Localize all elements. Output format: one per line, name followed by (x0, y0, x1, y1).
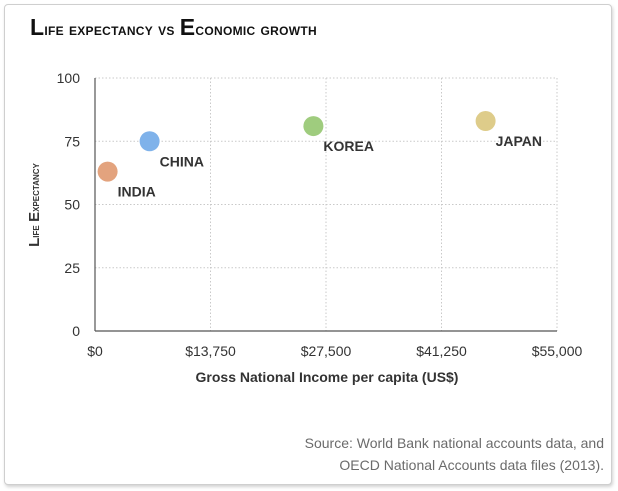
chart-title: Life expectancy vs Economic growth (30, 14, 317, 41)
y-axis-label-part: ife (28, 222, 42, 238)
title-part: L (30, 14, 45, 40)
y-axis-label-part: xpectancy (28, 162, 42, 211)
x-tick-label: $55,000 (532, 343, 583, 359)
x-tick-label: $13,750 (185, 343, 236, 359)
data-point-korea (303, 116, 324, 137)
axes (94, 78, 557, 332)
source-line: Source: World Bank national accounts dat… (304, 435, 604, 451)
y-tick-label: 100 (57, 70, 81, 86)
y-tick-label: 0 (72, 323, 80, 339)
x-tick-label: $0 (87, 343, 103, 359)
x-tick-label: $27,500 (301, 343, 352, 359)
x-axis-label: Gross National Income per capita (US$) (196, 369, 459, 385)
x-tick-label: $41,250 (416, 343, 467, 359)
title-part: ife expectancy vs (44, 20, 180, 39)
data-points (97, 111, 496, 182)
y-tick-label: 50 (64, 197, 80, 213)
y-axis-label-part: E (26, 212, 43, 222)
point-label-korea: KOREA (323, 138, 374, 154)
point-label-india: INDIA (118, 184, 156, 200)
chart-frame (4, 4, 612, 485)
y-tick-label: 25 (64, 260, 80, 276)
source-note: Source: World Bank national accounts dat… (184, 432, 604, 476)
source-line: OECD National Accounts data files (2013)… (339, 457, 604, 473)
data-point-japan (475, 111, 496, 132)
point-label-japan: JAPAN (496, 133, 542, 149)
grid-lines (95, 77, 558, 331)
title-part: E (179, 14, 196, 40)
tick-labels: 0 25 50 75 100 $0 $13,750 $27,500 $41,250 $55,000 (57, 70, 583, 359)
y-axis-label: Life Expectancy (26, 162, 43, 246)
y-tick-label: 75 (64, 133, 80, 149)
data-point-india (97, 161, 118, 182)
y-axis-label-part: L (26, 238, 43, 247)
title-part: conomic growth (195, 20, 317, 39)
point-label-china: CHINA (160, 153, 204, 169)
data-point-china (139, 131, 160, 152)
